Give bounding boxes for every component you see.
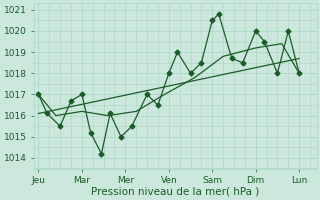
X-axis label: Pression niveau de la mer( hPa ): Pression niveau de la mer( hPa ) xyxy=(91,187,260,197)
